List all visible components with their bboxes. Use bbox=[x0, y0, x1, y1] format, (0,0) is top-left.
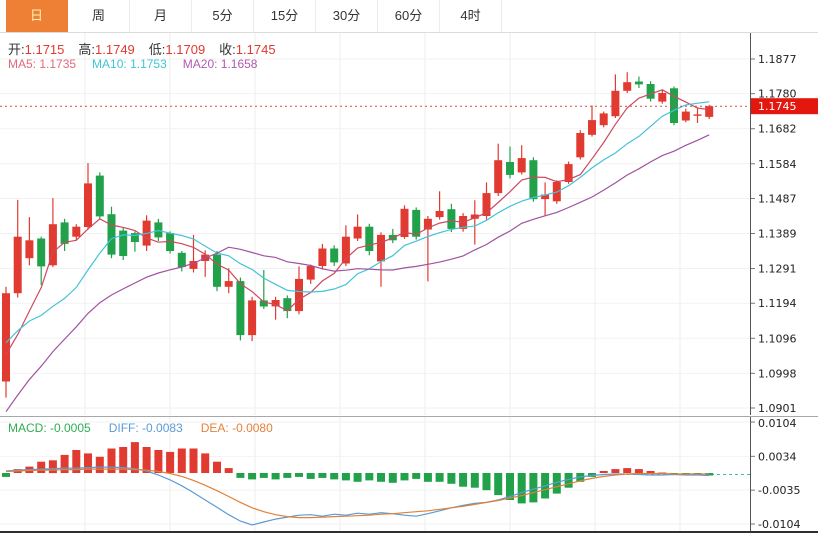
diff-value-readout: DIFF: -0.0083 bbox=[108, 421, 183, 435]
tab-day[interactable]: 日 bbox=[6, 0, 68, 32]
svg-text:1.1194: 1.1194 bbox=[758, 297, 797, 310]
svg-text:1.1291: 1.1291 bbox=[758, 263, 797, 276]
panel-separator bbox=[0, 416, 818, 417]
svg-text:0.0034: 0.0034 bbox=[758, 450, 797, 463]
ma-readout: MA5: 1.1735 MA10: 1.1753 MA20: 1.1658 bbox=[8, 57, 257, 71]
ma10-readout: MA10: 1.1753 bbox=[92, 57, 167, 71]
svg-text:1.1096: 1.1096 bbox=[758, 332, 797, 345]
svg-text:1.1389: 1.1389 bbox=[758, 228, 797, 241]
macd-value-readout: MACD: -0.0005 bbox=[8, 421, 91, 435]
svg-text:-0.0104: -0.0104 bbox=[758, 518, 800, 531]
tab-5min[interactable]: 5分 bbox=[192, 0, 254, 32]
svg-text:1.1487: 1.1487 bbox=[758, 192, 797, 205]
timeframe-tabbar: 日周月 5分 15分 30分 60分 4时 bbox=[0, 0, 818, 33]
open-value: 1.1715 bbox=[24, 42, 65, 57]
svg-text:1.1877: 1.1877 bbox=[758, 53, 797, 66]
low-label: 低: bbox=[148, 42, 166, 57]
ma20-readout: MA20: 1.1658 bbox=[182, 57, 258, 71]
macd-chart[interactable]: 0.0104 0.0034 -0.0035 -0.0104 bbox=[0, 417, 818, 533]
high-value: 1.1749 bbox=[95, 42, 135, 57]
tab-30min[interactable]: 30分 bbox=[316, 0, 378, 32]
tab-month[interactable]: 月 bbox=[130, 0, 192, 32]
svg-text:1.0901: 1.0901 bbox=[758, 402, 797, 415]
svg-text:1.1745: 1.1745 bbox=[758, 100, 797, 113]
tab-week[interactable]: 周 bbox=[68, 0, 130, 32]
dea-value-readout: DEA: -0.0080 bbox=[200, 421, 273, 435]
main-chart[interactable]: 1.1877 1.1780 1.1682 1.1584 1.1487 1.1389 1.12… bbox=[0, 33, 818, 415]
ma5-readout: MA5: 1.1735 bbox=[8, 57, 77, 71]
svg-text:-0.0035: -0.0035 bbox=[758, 484, 800, 497]
svg-text:1.1584: 1.1584 bbox=[758, 158, 797, 171]
macd-readout: MACD: -0.0005 DIFF: -0.0083 DEA: -0.0080 bbox=[8, 421, 273, 435]
svg-text:0.0104: 0.0104 bbox=[758, 417, 797, 430]
close-value: 1.1745 bbox=[235, 42, 276, 57]
svg-text:1.0998: 1.0998 bbox=[758, 367, 797, 380]
high-label: 高: bbox=[78, 42, 96, 57]
bottom-border bbox=[0, 531, 818, 533]
ohlc-readout: 开:1.1715 高:1.1749 低:1.1709 收:1.1745 bbox=[8, 39, 290, 58]
tab-4hour[interactable]: 4时 bbox=[440, 0, 502, 32]
tab-15min[interactable]: 15分 bbox=[254, 0, 316, 32]
open-label: 开: bbox=[8, 42, 25, 57]
close-label: 收: bbox=[219, 42, 236, 57]
tab-60min[interactable]: 60分 bbox=[378, 0, 440, 32]
svg-text:1.1682: 1.1682 bbox=[758, 123, 797, 136]
svg-text:1.1780: 1.1780 bbox=[758, 88, 797, 101]
low-value: 1.1709 bbox=[165, 42, 206, 57]
